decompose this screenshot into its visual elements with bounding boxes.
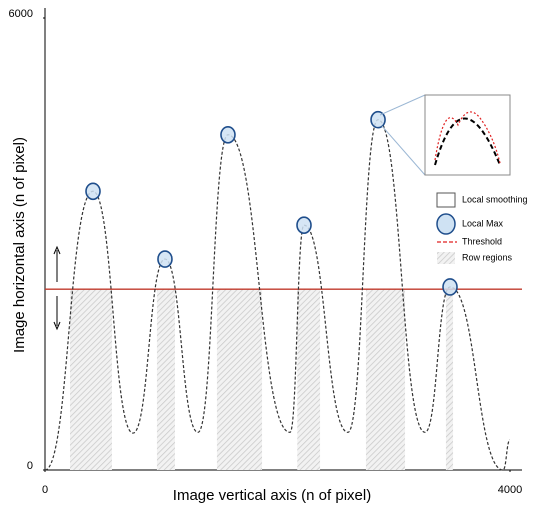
local-max: [370, 110, 386, 129]
y-axis-label: Image horizontal axis (n of pixel): [11, 137, 28, 353]
arrow-head: [53, 321, 61, 331]
y-tick-label: 6000: [9, 8, 33, 20]
legend-swatch: [437, 252, 455, 264]
x-tick-label: 0: [42, 484, 48, 496]
zoom-connector: [381, 125, 426, 176]
row-region: [156, 289, 175, 470]
legend-text: Local Max: [462, 218, 504, 228]
local-max: [296, 216, 312, 234]
row-region: [216, 289, 263, 470]
local-max: [442, 278, 458, 296]
zoom-curve: [434, 117, 501, 166]
curve: [44, 119, 511, 471]
legend-swatch: [436, 192, 456, 208]
zoom-inset: [424, 94, 511, 176]
row-region: [69, 289, 112, 470]
x-axis-label: Image vertical axis (n of pixel): [173, 487, 371, 504]
row-region: [445, 289, 454, 470]
arrow-head: [53, 245, 61, 255]
zoom-threshold-curve: [434, 111, 501, 164]
row-region: [365, 289, 406, 470]
legend-text: Local smoothing: [462, 194, 528, 204]
legend-text: Threshold: [462, 236, 502, 246]
row-region: [297, 289, 321, 470]
local-max: [220, 125, 236, 144]
x-tick-label: 4000: [498, 484, 522, 496]
local-max: [85, 182, 101, 201]
legend-text: Row regions: [462, 252, 513, 262]
zoom-connector: [379, 94, 426, 116]
legend-swatch: [436, 213, 456, 235]
local-max: [157, 250, 173, 268]
y-tick-label: 0: [27, 460, 33, 472]
